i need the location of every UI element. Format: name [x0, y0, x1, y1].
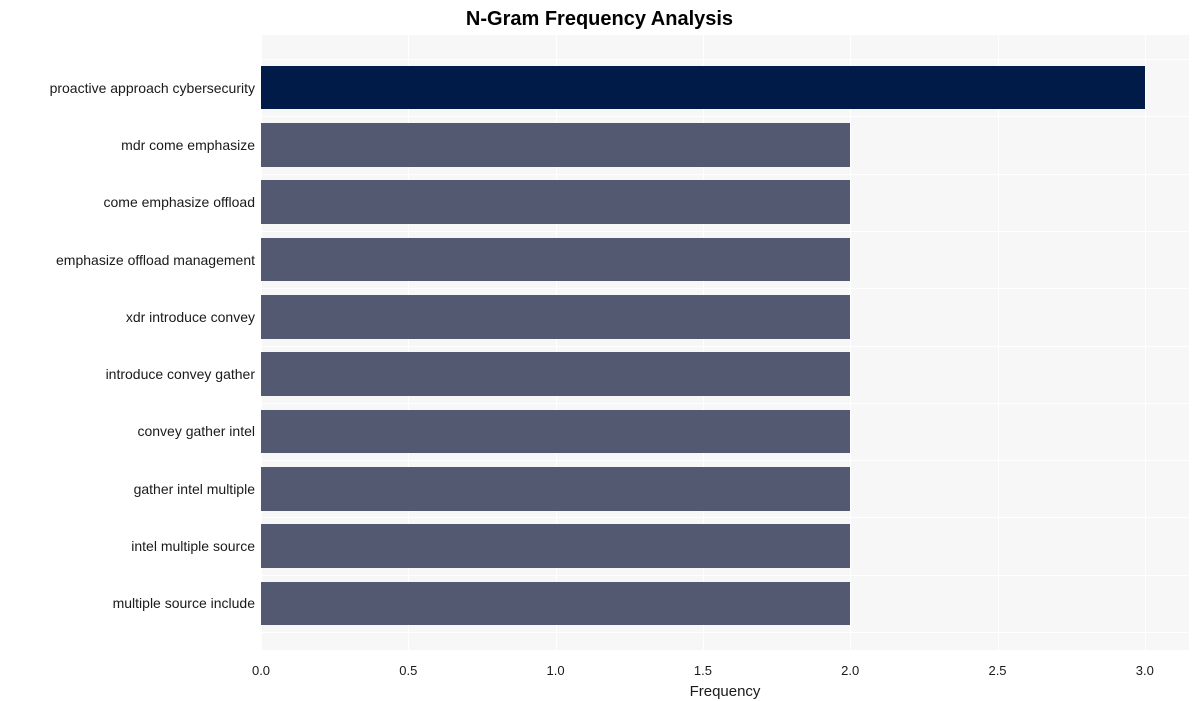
y-tick-label: introduce convey gather: [106, 366, 255, 382]
x-tick-label: 2.5: [988, 663, 1006, 678]
y-tick-label: mdr come emphasize: [121, 137, 255, 153]
y-tick-label: intel multiple source: [131, 538, 255, 554]
x-tick-label: 2.0: [841, 663, 859, 678]
bar: [261, 467, 850, 511]
y-tick-label: gather intel multiple: [134, 481, 255, 497]
bar: [261, 66, 1145, 110]
y-tick-label: emphasize offload management: [56, 252, 255, 268]
x-tick-label: 3.0: [1136, 663, 1154, 678]
bar: [261, 524, 850, 568]
y-tick-label: xdr introduce convey: [126, 309, 255, 325]
gridline-horizontal: [261, 460, 1189, 461]
y-tick-label: convey gather intel: [137, 423, 255, 439]
bar: [261, 352, 850, 396]
x-tick-label: 0.0: [252, 663, 270, 678]
bar: [261, 123, 850, 167]
gridline-horizontal: [261, 575, 1189, 576]
gridline-horizontal: [261, 59, 1189, 60]
gridline-horizontal: [261, 632, 1189, 633]
y-tick-label: proactive approach cybersecurity: [50, 80, 255, 96]
gridline-horizontal: [261, 288, 1189, 289]
gridline-horizontal: [261, 346, 1189, 347]
gridline-horizontal: [261, 517, 1189, 518]
ngram-frequency-chart: N-Gram Frequency Analysis 0.00.51.01.52.…: [0, 0, 1199, 701]
bar: [261, 238, 850, 282]
plot-area: 0.00.51.01.52.02.53.0proactive approach …: [261, 35, 1189, 650]
gridline-horizontal: [261, 231, 1189, 232]
y-tick-label: come emphasize offload: [104, 194, 256, 210]
bar: [261, 410, 850, 454]
x-tick-label: 0.5: [399, 663, 417, 678]
x-tick-label: 1.5: [694, 663, 712, 678]
gridline-vertical: [1145, 35, 1146, 650]
x-axis-title: Frequency: [261, 683, 1189, 700]
x-tick-label: 1.0: [547, 663, 565, 678]
bar: [261, 180, 850, 224]
bar: [261, 582, 850, 626]
y-tick-label: multiple source include: [113, 595, 255, 611]
gridline-horizontal: [261, 174, 1189, 175]
gridline-horizontal: [261, 403, 1189, 404]
gridline-vertical: [998, 35, 999, 650]
bar: [261, 295, 850, 339]
gridline-horizontal: [261, 116, 1189, 117]
gridline-vertical: [850, 35, 851, 650]
chart-title: N-Gram Frequency Analysis: [0, 8, 1199, 31]
